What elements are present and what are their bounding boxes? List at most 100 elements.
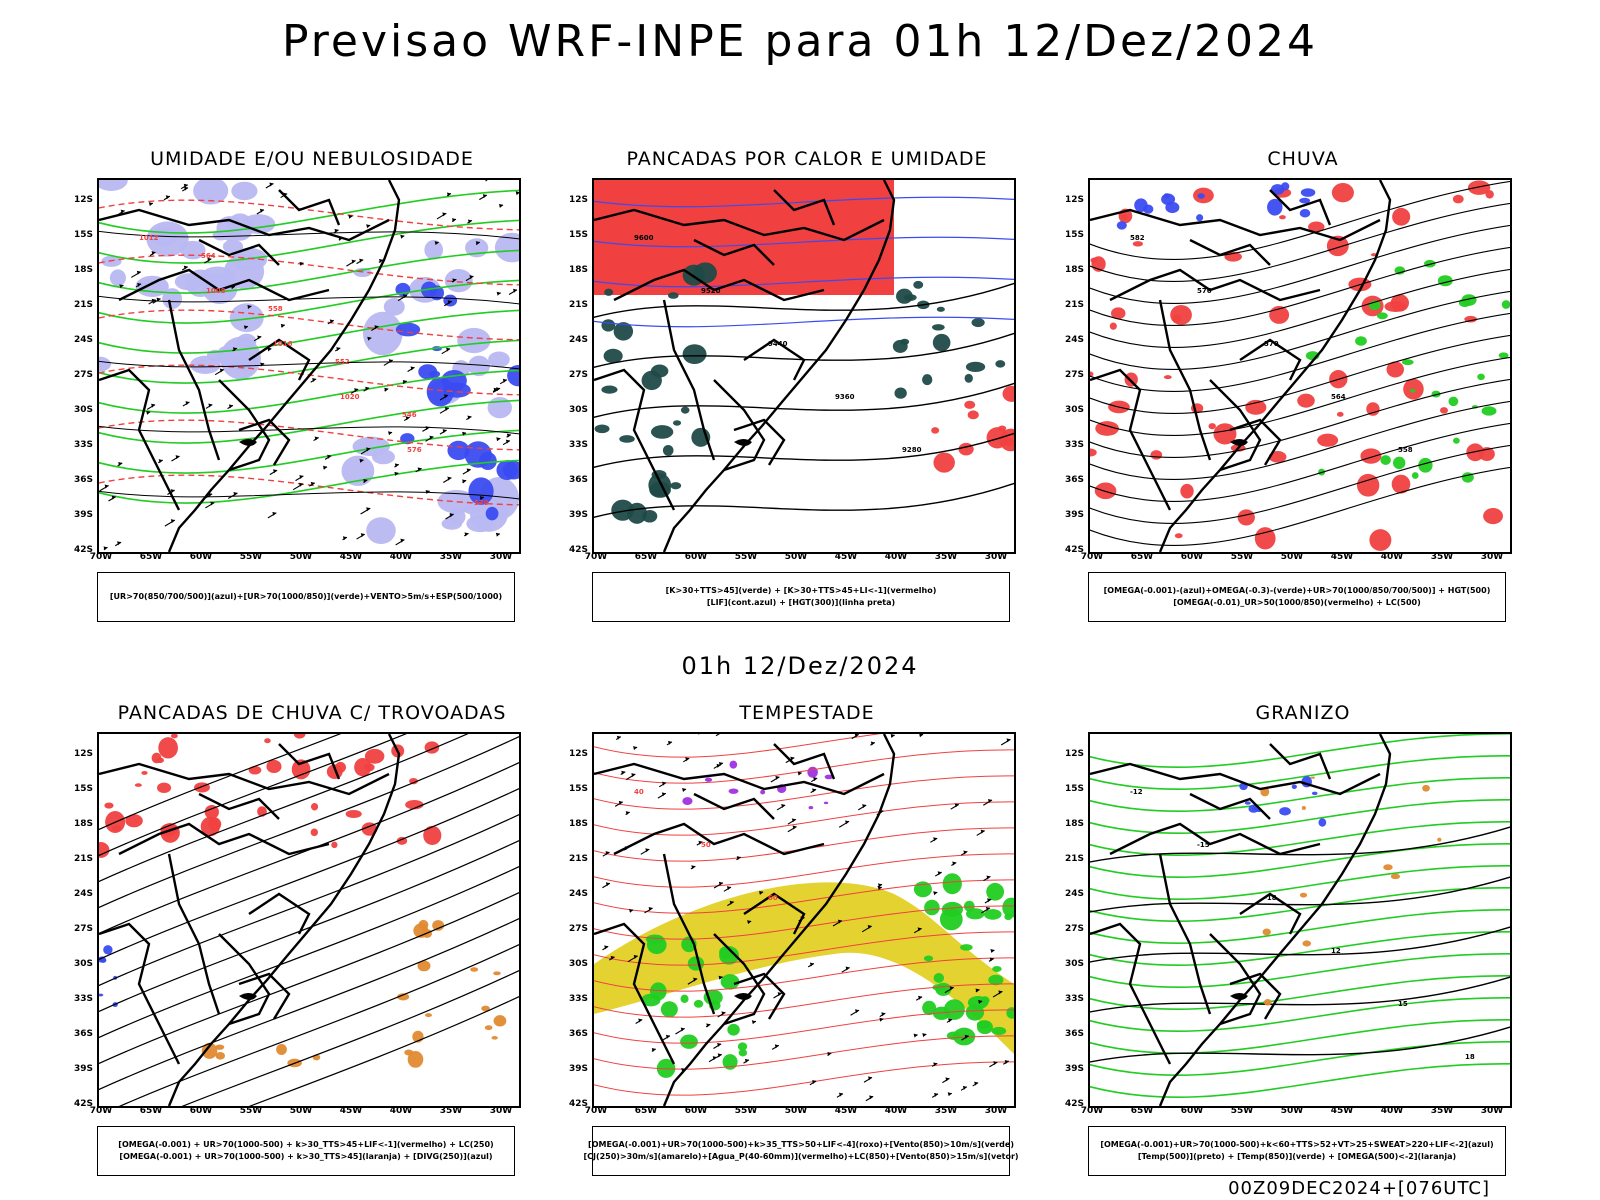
lon-tick-label: 60W xyxy=(684,552,708,562)
map-panel-tempestade: TEMPESTADE 40 50 60 12S 15S 18S 21S 24S 27S 30S 33S… xyxy=(569,702,1022,1192)
latitude-axis: 12S 15S 18S 21S 24S 27S 30S 33S 36S 39S 42S xyxy=(1050,178,1084,555)
lat-tick-label: 42S xyxy=(1064,1099,1084,1109)
latitude-axis: 12S 15S 18S 21S 24S 27S 30S 33S 36S 39S 42S xyxy=(554,732,588,1109)
longitude-axis: 70W 65W 60W 55W 50W 45W 40W 35W 30W xyxy=(1081,552,1512,566)
contour-label: 576 xyxy=(407,446,422,454)
legend-box: [OMEGA(-0.001)+UR>70(1000-500)+k>35_TTS>… xyxy=(583,1126,1019,1176)
temp850-green xyxy=(1090,734,1510,1098)
lat-tick-label: 42S xyxy=(73,1099,93,1109)
lon-tick-label: 40W xyxy=(389,1106,413,1116)
lat-tick-label: 39S xyxy=(568,1064,588,1074)
lat-tick-label: 24S xyxy=(1064,889,1084,899)
lat-tick-label: 12S xyxy=(1064,195,1084,205)
lat-tick-label: 24S xyxy=(73,335,93,345)
wind-vectors xyxy=(99,180,519,551)
pressure-contours xyxy=(99,230,519,500)
lon-tick-label: 70W xyxy=(1080,552,1104,562)
lon-tick-label: 50W xyxy=(289,1106,313,1116)
lat-tick-label: 36S xyxy=(568,475,588,485)
longitude-axis: 70W 65W 60W 55W 50W 45W 40W 35W 30W xyxy=(90,552,521,566)
wind850-vectors xyxy=(602,734,1011,1102)
lat-tick-label: 42S xyxy=(1064,545,1084,555)
lon-tick-label: 30W xyxy=(984,552,1008,562)
lat-tick-label: 15S xyxy=(1064,230,1084,240)
lat-tick-label: 30S xyxy=(73,405,93,415)
legend-line: [OMEGA(-0.001)-(azul)+OMEGA(-0.3)-(verde… xyxy=(1103,586,1491,595)
lat-tick-label: 18S xyxy=(568,819,588,829)
lat-tick-label: 24S xyxy=(73,889,93,899)
lon-tick-label: 55W xyxy=(239,1106,263,1116)
contour-label: 570 xyxy=(474,499,489,507)
red-dashed-thickness xyxy=(99,199,519,506)
lat-tick-label: 36S xyxy=(73,1029,93,1039)
panel-title: CHUVA xyxy=(1267,148,1339,170)
lat-tick-label: 33S xyxy=(73,994,93,1004)
legend-box: [UR>70(850/700/500)](azul)+[UR>70(1000/8… xyxy=(97,572,515,622)
lon-tick-label: 35W xyxy=(934,552,958,562)
contour-label: 564 xyxy=(1331,393,1346,401)
lat-tick-label: 42S xyxy=(73,545,93,555)
legend-line: [OMEGA(-0.01)_UR>50(1000/850)(vermelho) … xyxy=(1173,598,1421,607)
legend-line: [CJ(250)>30m/s](amarelo)+[Agua_P(40-60mm… xyxy=(583,1152,1019,1161)
lat-tick-label: 33S xyxy=(568,994,588,1004)
map-svg: 40 50 60 xyxy=(594,734,1014,1106)
map-plot-area: 582 576 570 564 558 xyxy=(1088,178,1512,554)
lat-tick-label: 18S xyxy=(1064,265,1084,275)
legend-line: [K>30+TTS>45](verde) + [K>30+TTS>45+LI<-… xyxy=(665,586,937,595)
map-svg: 582 576 570 564 558 xyxy=(1090,180,1510,552)
lat-tick-label: 18S xyxy=(1064,819,1084,829)
lat-tick-label: 18S xyxy=(73,819,93,829)
lon-tick-label: 40W xyxy=(389,552,413,562)
legend-line: [OMEGA(-0.001)+UR>70(1000-500)+k<60+TTS>… xyxy=(1100,1140,1494,1149)
lat-tick-label: 36S xyxy=(1064,1029,1084,1039)
lat-tick-label: 12S xyxy=(568,195,588,205)
lat-tick-label: 42S xyxy=(568,1099,588,1109)
lon-tick-label: 55W xyxy=(239,552,263,562)
contour-label: -12 xyxy=(1130,788,1143,796)
lat-tick-label: 27S xyxy=(568,370,588,380)
humidity-blue xyxy=(395,281,519,521)
lon-tick-label: 65W xyxy=(1130,1106,1154,1116)
lon-tick-label: 45W xyxy=(1330,1106,1354,1116)
lon-tick-label: 50W xyxy=(784,1106,808,1116)
lat-tick-label: 30S xyxy=(1064,959,1084,969)
lon-tick-label: 40W xyxy=(884,552,908,562)
contour-label: 9360 xyxy=(835,393,855,401)
lon-tick-label: 65W xyxy=(634,1106,658,1116)
omega-orange xyxy=(1260,776,1442,1006)
lat-tick-label: 39S xyxy=(1064,510,1084,520)
jet-core-yellow xyxy=(594,882,1014,1054)
contour-label: 582 xyxy=(1130,234,1145,242)
lat-tick-label: 30S xyxy=(568,405,588,415)
lat-tick-label: 21S xyxy=(73,854,93,864)
lat-tick-label: 21S xyxy=(1064,854,1084,864)
contour-label: 15 xyxy=(1398,1000,1408,1008)
mid-title: 01h 12/Dez/2024 xyxy=(681,652,919,680)
lat-tick-label: 36S xyxy=(568,1029,588,1039)
lat-tick-label: 21S xyxy=(73,300,93,310)
contour-label: 60 xyxy=(768,894,778,902)
lat-tick-label: 15S xyxy=(568,230,588,240)
lon-tick-label: 55W xyxy=(734,1106,758,1116)
instability-teal-east xyxy=(892,280,1006,399)
contour-label: 1016 xyxy=(273,340,293,348)
lat-tick-label: 27S xyxy=(73,924,93,934)
lon-tick-label: 50W xyxy=(1280,552,1304,562)
legend-box: [OMEGA(-0.001) + UR>70(1000-500) + k>30_… xyxy=(97,1126,515,1176)
lon-tick-label: 60W xyxy=(189,1106,213,1116)
contour-labels: 582 576 570 564 558 xyxy=(1130,234,1413,454)
lon-tick-label: 70W xyxy=(584,1106,608,1116)
contour-label: 570 xyxy=(1264,340,1279,348)
map-plot-area xyxy=(97,732,521,1108)
lat-tick-label: 15S xyxy=(568,784,588,794)
lon-tick-label: 45W xyxy=(834,552,858,562)
map-panel-pancadas-calor: PANCADAS POR CALOR E UMIDADE 9600 9520 9440… xyxy=(569,148,1022,638)
temp500-black xyxy=(1090,826,1510,1063)
storms-orange xyxy=(397,919,507,1068)
lif-contours xyxy=(594,196,1014,328)
lon-tick-label: 35W xyxy=(439,552,463,562)
lat-tick-label: 24S xyxy=(1064,335,1084,345)
contour-label: 12 xyxy=(1331,947,1341,955)
footer-run-info: 00Z09DEC2024+[076UTC] xyxy=(1228,1178,1490,1199)
contour-label: 1012 xyxy=(139,234,159,242)
